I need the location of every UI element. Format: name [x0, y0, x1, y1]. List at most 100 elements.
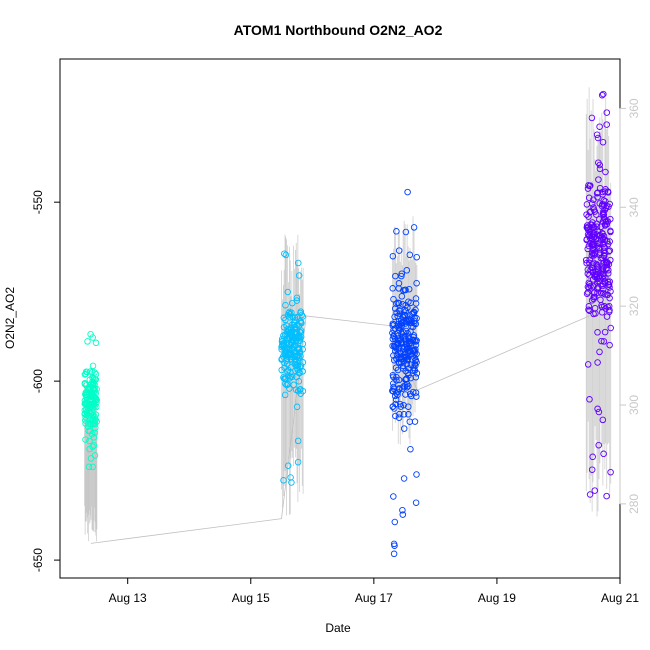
- data-point: [399, 511, 407, 518]
- data-point: [86, 409, 94, 417]
- data-point: [392, 400, 399, 408]
- data-point: [413, 253, 420, 261]
- data-point: [391, 542, 398, 549]
- data-point: [606, 341, 613, 349]
- data-point: [280, 323, 288, 331]
- data-point: [282, 301, 289, 309]
- data-point: [585, 284, 593, 292]
- data-point: [412, 320, 420, 328]
- data-point: [393, 309, 400, 316]
- data-point: [601, 206, 609, 214]
- data-point: [394, 299, 402, 307]
- chart-title: ATOM1 Northbound O2N2_AO2: [234, 22, 443, 38]
- data-point: [605, 260, 613, 268]
- x-axis-label: Date: [325, 621, 351, 635]
- data-point: [596, 249, 604, 256]
- data-point: [602, 168, 609, 176]
- data-point: [89, 375, 97, 382]
- data-point: [590, 283, 597, 290]
- data-point: [600, 450, 607, 458]
- data-point: [599, 265, 607, 273]
- y2-tick-label: 360: [627, 98, 641, 118]
- data-point: [596, 123, 603, 130]
- data-point: [396, 359, 403, 366]
- data-point: [584, 361, 592, 368]
- data-point: [603, 121, 610, 128]
- data-point: [400, 383, 407, 390]
- data-point: [280, 477, 287, 484]
- data-point: [410, 224, 418, 231]
- data-point: [605, 248, 613, 255]
- data-point: [586, 272, 593, 279]
- data-point: [591, 487, 599, 494]
- data-point: [406, 251, 414, 259]
- x-tick-label: Aug 17: [355, 591, 393, 605]
- data-point: [88, 408, 96, 415]
- x-tick-label: Aug 13: [109, 591, 147, 605]
- x-axis: Aug 13 Aug 15 Aug 17 Aug 19 Aug 21: [109, 577, 639, 605]
- data-point: [598, 303, 606, 311]
- data-point: [594, 134, 602, 142]
- data-point: [393, 228, 400, 235]
- data-point: [392, 412, 399, 420]
- data-point: [91, 387, 98, 394]
- data-point: [591, 226, 598, 233]
- data-point: [390, 493, 397, 500]
- data-point: [593, 211, 600, 218]
- data-point: [412, 341, 420, 349]
- data-point: [584, 266, 592, 273]
- data-point: [588, 466, 596, 473]
- data-point: [412, 295, 420, 302]
- data-point: [600, 272, 607, 279]
- data-point: [402, 286, 409, 294]
- data-point: [594, 240, 602, 247]
- data-point: [585, 306, 592, 313]
- connector-polyline: [90, 315, 590, 544]
- data-point: [91, 429, 99, 437]
- data-point: [406, 319, 414, 326]
- data-point: [82, 370, 89, 378]
- data-point: [586, 307, 593, 314]
- data-point: [92, 390, 99, 397]
- data-point: [296, 369, 303, 376]
- data-point: [593, 270, 601, 278]
- data-point: [600, 290, 607, 297]
- data-point: [393, 300, 400, 307]
- data-point: [411, 349, 419, 357]
- data-point: [597, 232, 604, 239]
- data-point: [587, 221, 594, 228]
- data-point: [582, 256, 590, 264]
- data-point: [403, 384, 411, 391]
- data-point: [395, 280, 403, 287]
- data-points: [81, 90, 614, 558]
- data-point: [394, 340, 401, 347]
- y-tick-label: -600: [31, 369, 45, 393]
- data-point: [281, 391, 289, 399]
- data-point: [601, 222, 609, 229]
- data-point: [588, 114, 596, 122]
- data-point: [405, 411, 412, 418]
- y-tick-label: -550: [31, 190, 45, 214]
- data-point: [401, 351, 409, 358]
- data-point: [398, 270, 406, 277]
- data-point: [593, 131, 601, 138]
- data-point: [291, 361, 299, 368]
- data-point: [87, 421, 95, 428]
- data-point: [289, 333, 297, 340]
- data-point: [92, 339, 100, 347]
- data-point: [601, 249, 609, 257]
- data-point: [294, 458, 302, 466]
- data-point: [594, 289, 601, 296]
- data-point: [89, 463, 96, 471]
- data-point: [295, 378, 303, 385]
- data-point: [583, 201, 591, 208]
- data-point: [405, 285, 413, 293]
- data-point: [286, 335, 294, 342]
- data-point: [86, 400, 93, 408]
- data-point: [607, 324, 614, 332]
- data-point: [595, 244, 603, 252]
- data-point: [413, 393, 420, 400]
- data-point: [294, 437, 302, 445]
- data-point: [90, 442, 98, 449]
- data-point: [402, 228, 410, 236]
